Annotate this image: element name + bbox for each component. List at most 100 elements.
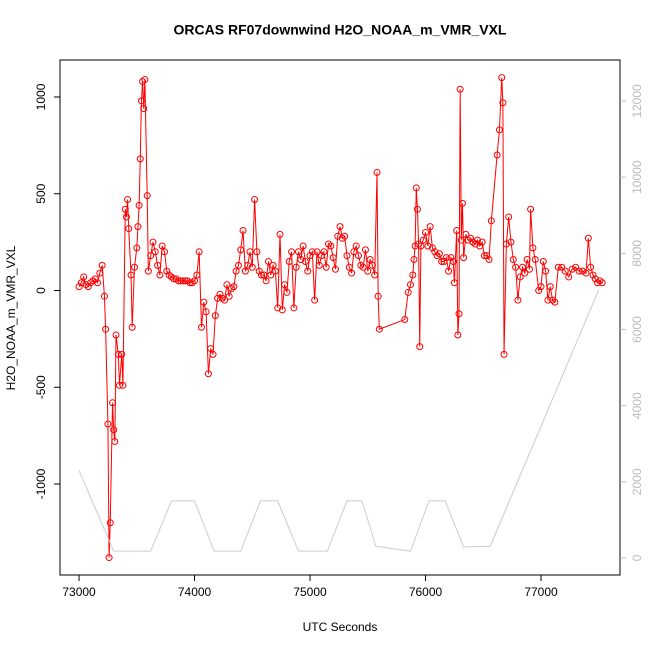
point	[352, 242, 360, 250]
point	[294, 248, 302, 256]
point	[575, 267, 583, 275]
point	[455, 310, 463, 318]
point	[345, 263, 353, 271]
point	[415, 240, 423, 248]
point	[89, 277, 97, 285]
point	[499, 99, 507, 107]
point	[234, 261, 242, 269]
point	[565, 273, 573, 281]
point	[170, 275, 178, 283]
point	[139, 77, 147, 85]
point	[276, 230, 284, 238]
point	[478, 238, 486, 246]
point	[274, 304, 282, 312]
point	[290, 304, 298, 312]
point	[458, 199, 466, 207]
point	[519, 263, 527, 271]
point	[582, 269, 590, 277]
point	[404, 288, 412, 296]
point	[297, 256, 305, 264]
point	[118, 350, 126, 358]
point	[75, 283, 83, 291]
point	[177, 277, 185, 285]
point	[137, 97, 145, 105]
point	[134, 223, 142, 231]
point	[338, 234, 346, 242]
point	[104, 420, 112, 428]
point	[572, 263, 580, 271]
point	[350, 248, 358, 256]
point	[237, 246, 245, 254]
point	[509, 256, 517, 264]
point	[549, 296, 557, 304]
point	[416, 343, 424, 351]
point	[271, 267, 279, 275]
chart-title: ORCAS RF07downwind H2O_NOAA_m_VMR_VXL	[174, 22, 507, 38]
point	[141, 76, 149, 84]
point	[174, 277, 182, 285]
point	[188, 279, 196, 287]
point	[251, 196, 259, 204]
point	[184, 277, 192, 285]
point	[262, 277, 270, 285]
point	[109, 399, 117, 407]
y-tick-label: -500	[34, 375, 48, 399]
point	[299, 242, 307, 250]
point	[438, 257, 446, 265]
point	[487, 217, 495, 225]
point	[535, 287, 543, 295]
point	[462, 230, 470, 238]
point	[426, 223, 434, 231]
point	[87, 279, 95, 287]
point	[82, 281, 90, 289]
point	[128, 323, 136, 331]
point	[473, 236, 481, 244]
point	[325, 240, 333, 248]
point	[523, 256, 531, 264]
point	[591, 275, 599, 283]
point	[413, 205, 421, 213]
point	[596, 277, 604, 285]
point	[361, 246, 369, 254]
point	[133, 244, 141, 252]
y2-tick-label: 12000	[630, 84, 644, 118]
point	[456, 85, 464, 93]
y2-tick-label: 0	[630, 554, 644, 561]
point	[119, 381, 127, 389]
point	[246, 248, 254, 256]
point	[460, 254, 468, 262]
point	[409, 271, 417, 279]
point	[147, 252, 155, 260]
point	[471, 240, 479, 248]
point	[191, 277, 199, 285]
point	[368, 261, 376, 269]
point	[232, 267, 240, 275]
point	[193, 271, 201, 279]
y-axis-label: H2O_NOAA_m_VMR_VXL	[4, 245, 18, 390]
point	[449, 257, 457, 265]
point	[495, 126, 503, 134]
point	[288, 248, 296, 256]
point	[502, 240, 510, 248]
point	[186, 279, 194, 287]
point	[594, 279, 602, 287]
point	[440, 257, 448, 265]
point	[450, 279, 458, 287]
point	[483, 252, 491, 260]
point	[433, 252, 441, 260]
point	[546, 283, 554, 291]
point	[467, 234, 475, 242]
point	[334, 232, 342, 240]
point	[100, 292, 108, 300]
point	[584, 234, 592, 242]
point	[136, 155, 144, 163]
point	[197, 323, 205, 331]
point	[114, 350, 122, 358]
point	[264, 257, 272, 265]
point	[329, 254, 337, 262]
point	[542, 267, 550, 275]
y2-tick-label: 6000	[630, 316, 644, 343]
point	[301, 257, 309, 265]
point	[447, 254, 455, 262]
